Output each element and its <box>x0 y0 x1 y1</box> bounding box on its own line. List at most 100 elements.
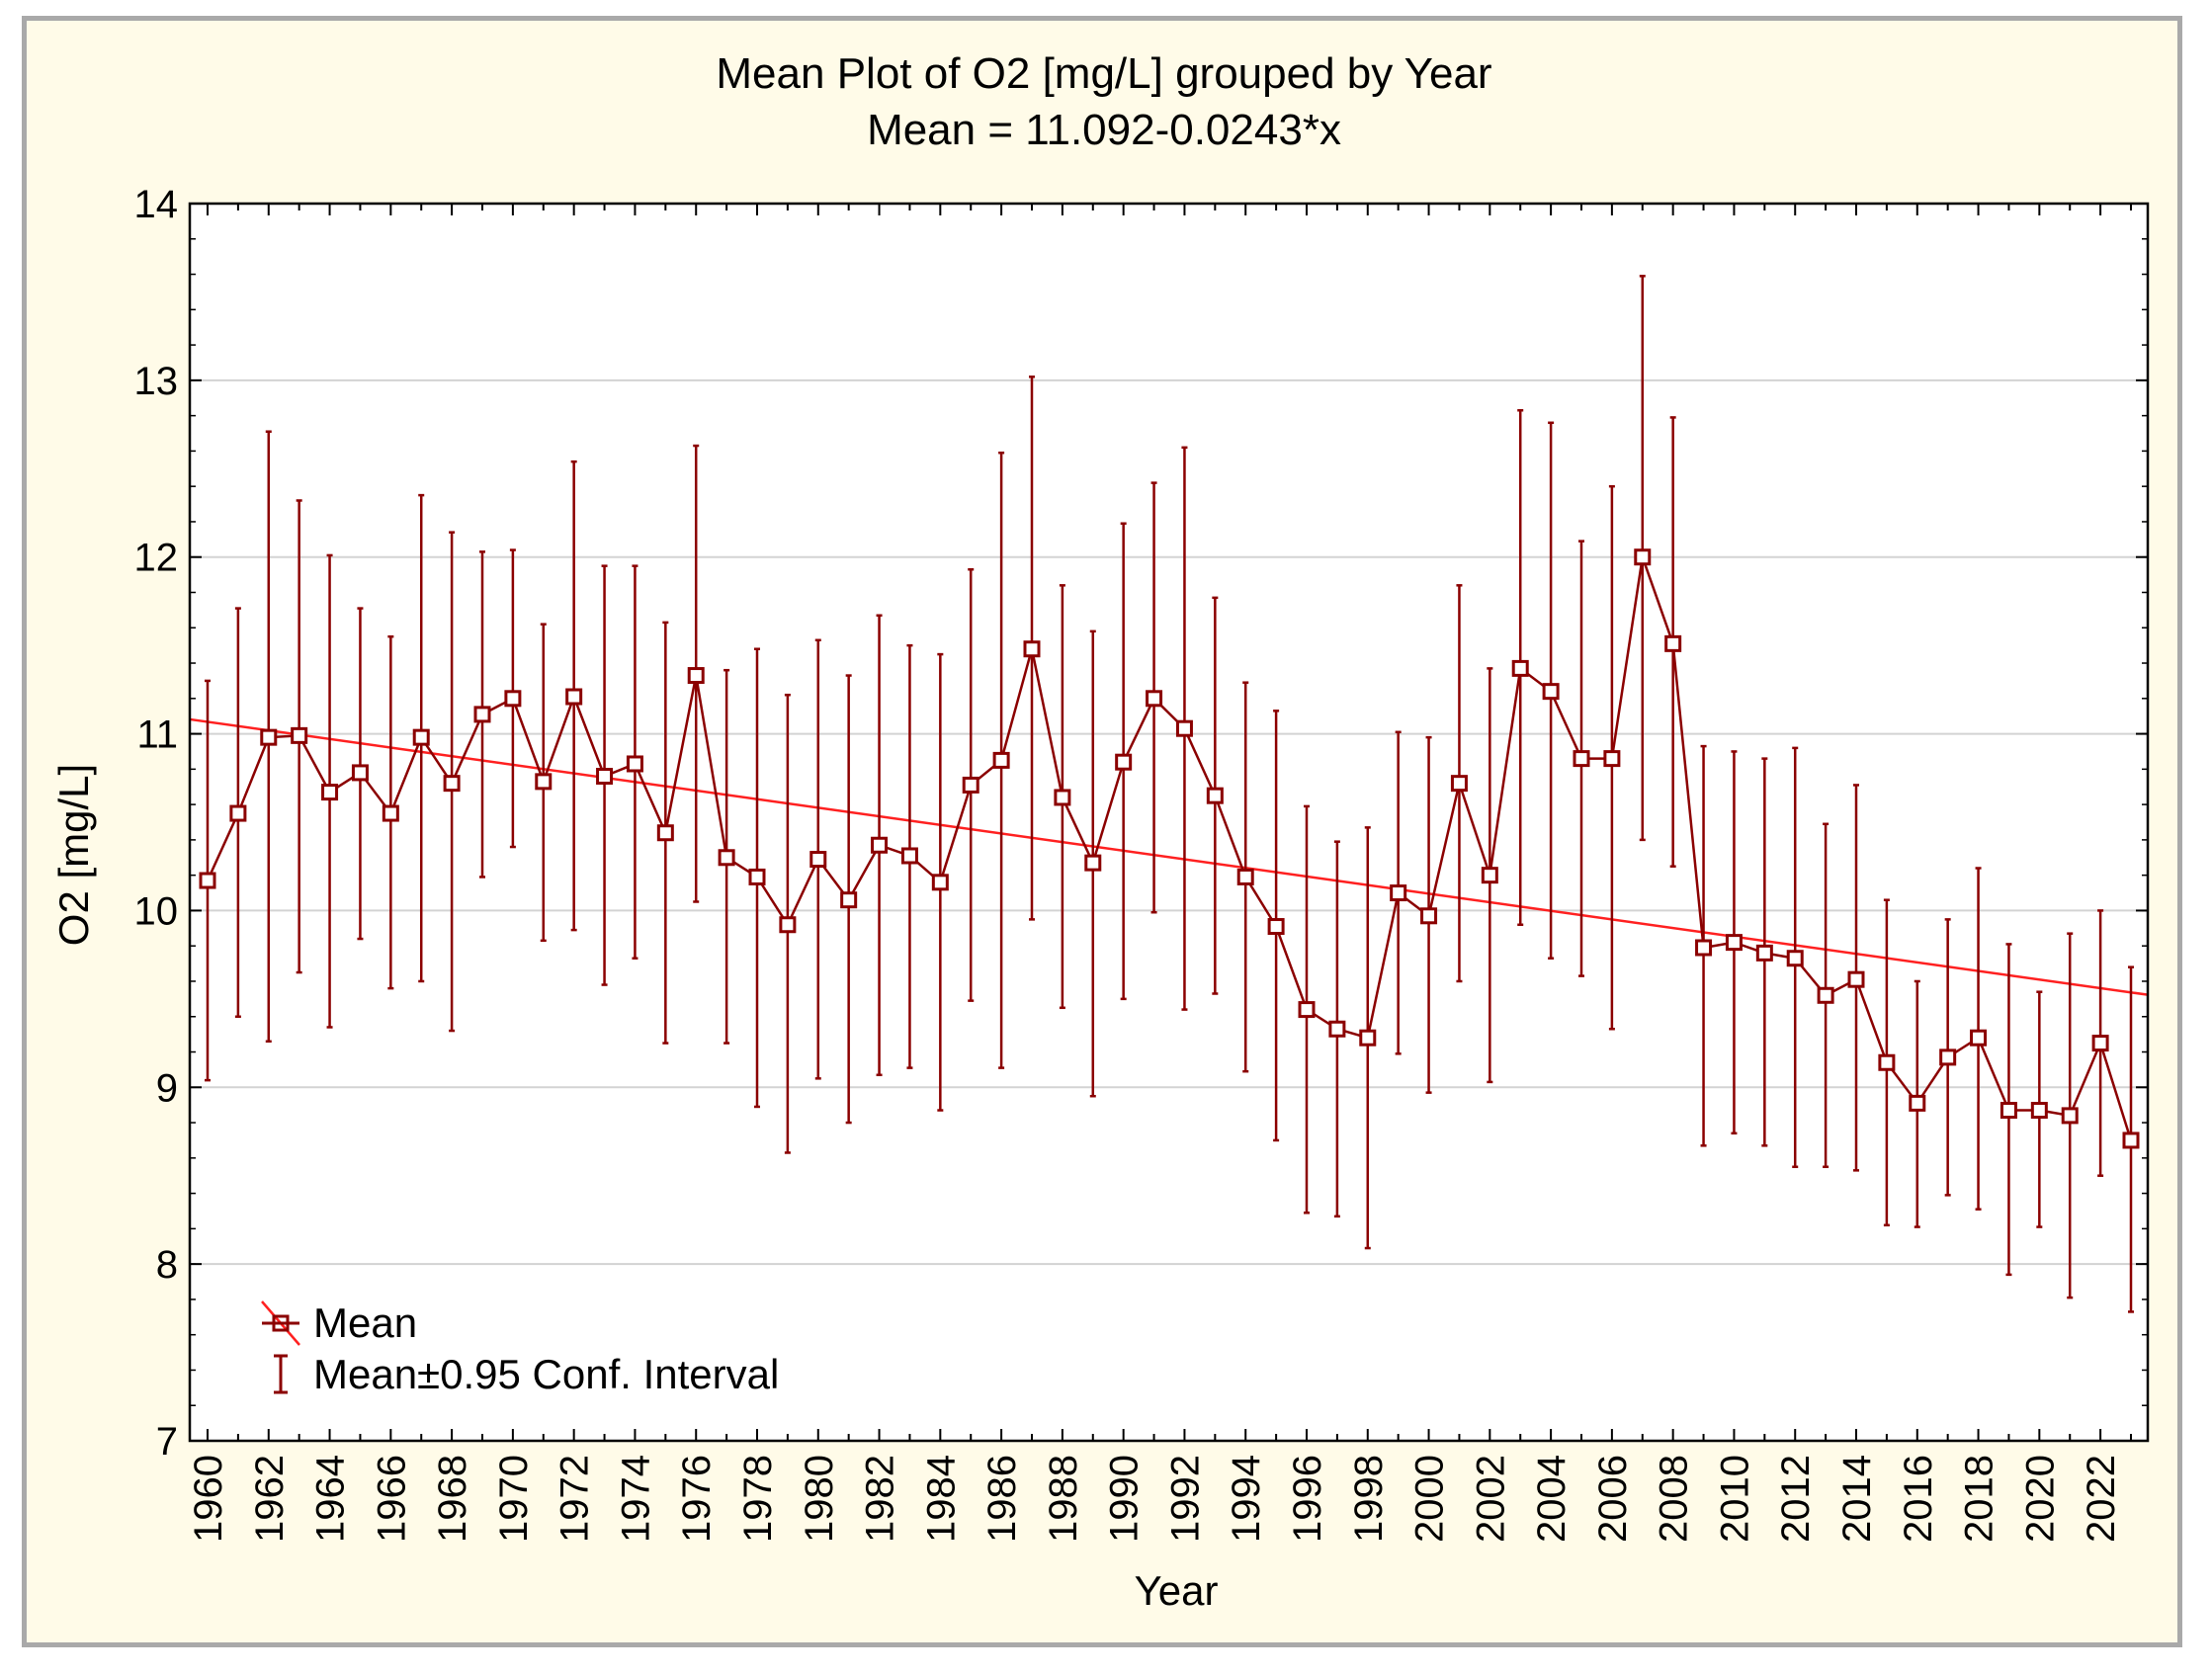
x-tick-label: 2016 <box>1897 1455 1940 1543</box>
line-square-marker-icon <box>261 1300 300 1346</box>
x-tick-labels: 1960 1962 1964 1966 1968 1970 1972 1974 1976 1978… <box>187 1455 2123 1543</box>
y-tick-label: 9 <box>156 1066 178 1110</box>
mean-marker <box>504 690 522 708</box>
x-tick-label: 1972 <box>553 1455 597 1543</box>
mean-marker <box>565 688 583 706</box>
x-tick-label: 1974 <box>614 1455 657 1543</box>
mean-marker <box>1267 918 1285 936</box>
legend: Mean Mean±0.95 Conf. Interval <box>261 1299 779 1397</box>
y-tick-labels: 7 8 9 10 11 12 13 14 <box>134 183 179 1464</box>
x-tick-label: 1966 <box>370 1455 413 1543</box>
legend-label-mean: Mean <box>313 1299 417 1346</box>
mean-marker <box>1909 1094 1926 1112</box>
y-axis-label: O2 [mg/L] <box>50 764 97 946</box>
mean-marker <box>1970 1029 1988 1047</box>
mean-marker <box>535 773 553 791</box>
legend-label-conf-interval: Mean±0.95 Conf. Interval <box>313 1351 779 1397</box>
mean-marker <box>1359 1029 1377 1047</box>
mean-marker <box>260 728 278 746</box>
x-tick-label: 1970 <box>492 1455 536 1543</box>
mean-marker <box>626 755 643 773</box>
mean-marker <box>1115 753 1133 771</box>
mean-marker <box>1725 934 1743 952</box>
y-tick-label: 14 <box>134 183 179 226</box>
x-tick-label: 2012 <box>1774 1455 1818 1543</box>
mean-marker <box>871 836 889 854</box>
mean-marker <box>1146 690 1163 708</box>
mean-marker <box>840 891 858 909</box>
x-tick-label: 1990 <box>1103 1455 1147 1543</box>
mean-marker <box>656 824 674 842</box>
mean-marker <box>1695 939 1713 957</box>
grid-lines <box>190 204 2148 1441</box>
mean-marker <box>1603 750 1621 768</box>
legend-item-conf-interval: Mean±0.95 Conf. Interval <box>274 1351 779 1397</box>
mean-marker <box>321 784 339 801</box>
x-tick-label: 2000 <box>1408 1455 1452 1543</box>
mean-marker <box>931 874 949 891</box>
mean-marker <box>412 728 430 746</box>
x-tick-label: 2004 <box>1530 1455 1574 1543</box>
mean-marker <box>1298 1001 1316 1019</box>
y-tick-label: 12 <box>134 537 179 580</box>
x-tick-label: 1982 <box>859 1455 902 1543</box>
x-tick-label: 1968 <box>431 1455 474 1543</box>
x-tick-label: 1964 <box>309 1455 353 1543</box>
x-tick-label: 2010 <box>1713 1455 1756 1543</box>
mean-marker <box>1786 950 1804 967</box>
mean-marker <box>1755 944 1773 962</box>
mean-marker <box>1420 907 1438 925</box>
mean-marker <box>779 916 797 934</box>
y-tick-label: 8 <box>156 1243 178 1287</box>
mean-marker <box>1511 659 1529 677</box>
mean-marker <box>748 868 766 885</box>
x-tick-label: 1994 <box>1225 1455 1268 1543</box>
x-tick-label: 1998 <box>1347 1455 1391 1543</box>
mean-marker <box>809 851 827 869</box>
mean-marker <box>473 706 491 723</box>
y-tick-label: 7 <box>156 1420 178 1464</box>
x-tick-label: 1962 <box>248 1455 292 1543</box>
mean-marker <box>2091 1035 2109 1052</box>
y-tick-label: 13 <box>134 360 179 403</box>
x-tick-label: 2022 <box>2080 1455 2123 1543</box>
y-tick-label: 11 <box>136 713 178 757</box>
chart-subtitle: Mean = 11.092-0.0243*x <box>867 106 1341 154</box>
mean-marker <box>687 667 705 685</box>
x-tick-label: 2002 <box>1469 1455 1512 1543</box>
mean-marker <box>2122 1131 2140 1149</box>
trend-line <box>189 717 2149 996</box>
x-tick-label: 2018 <box>1958 1455 2001 1543</box>
mean-marker <box>1664 634 1682 652</box>
mean-marker <box>1573 750 1590 768</box>
mean-marker <box>1236 868 1254 885</box>
y-tick-label: 10 <box>134 889 179 933</box>
mean-marker <box>229 804 247 822</box>
x-tick-label: 1992 <box>1163 1455 1207 1543</box>
mean-marker <box>1084 854 1102 872</box>
mean-marker <box>1054 789 1071 806</box>
mean-marker <box>1206 787 1224 804</box>
mean-marker <box>382 804 399 822</box>
plot-area <box>190 204 2148 1441</box>
mean-marker <box>291 726 308 744</box>
mean-marker <box>1939 1048 1957 1066</box>
mean-marker <box>1542 683 1560 701</box>
mean-marker <box>962 776 979 794</box>
x-tick-label: 1984 <box>919 1455 963 1543</box>
plot-border <box>188 202 2150 1443</box>
mean-marker <box>1175 719 1193 737</box>
mean-series <box>199 548 2140 1149</box>
x-tick-label: 2020 <box>2018 1455 2062 1543</box>
x-tick-label: 1980 <box>798 1455 841 1543</box>
mean-marker <box>1450 775 1468 793</box>
mean-marker <box>1878 1053 1896 1071</box>
mean-marker <box>1817 986 1834 1004</box>
x-tick-label: 2008 <box>1653 1455 1696 1543</box>
mean-marker <box>2061 1107 2079 1125</box>
x-tick-label: 1986 <box>980 1455 1024 1543</box>
trend-line-layer <box>189 717 2149 996</box>
mean-marker <box>443 775 461 793</box>
mean-marker <box>1847 970 1865 988</box>
chart-title: Mean Plot of O2 [mg/L] grouped by Year <box>716 49 1491 98</box>
